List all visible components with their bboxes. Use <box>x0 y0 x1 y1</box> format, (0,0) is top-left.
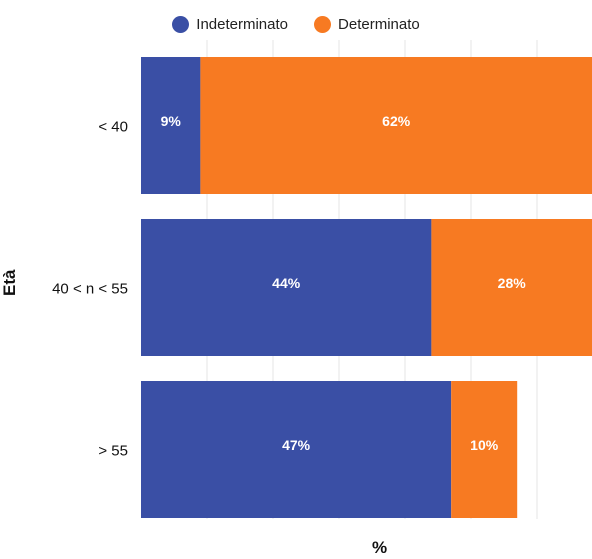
data-label-determinato-0: 62% <box>382 113 411 129</box>
data-label-determinato-2: 10% <box>470 437 499 453</box>
y-axis-title: Età <box>0 269 19 296</box>
category-label-0: < 40 <box>98 118 128 135</box>
x-axis-title: % <box>372 538 388 557</box>
legend-item-indeterminato[interactable]: Indeterminato <box>172 16 288 33</box>
legend-item-determinato[interactable]: Determinato <box>314 16 420 33</box>
category-label-2: > 55 <box>98 442 128 459</box>
bar-determinato-1[interactable] <box>431 219 592 356</box>
bar-indeterminato-1[interactable] <box>141 219 432 356</box>
bar-determinato-2[interactable] <box>451 381 518 518</box>
legend-swatch-indeterminato <box>172 16 190 33</box>
data-label-indeterminato-0: 9% <box>161 113 182 129</box>
bar-determinato-0[interactable] <box>200 57 592 194</box>
legend-label-indeterminato: Indeterminato <box>196 16 289 33</box>
data-label-indeterminato-2: 47% <box>282 437 311 453</box>
bar-indeterminato-0[interactable] <box>141 57 201 194</box>
data-label-determinato-1: 28% <box>498 275 527 291</box>
legend: Indeterminato Determinato <box>0 16 592 33</box>
data-label-indeterminato-1: 44% <box>272 275 301 291</box>
legend-swatch-determinato <box>314 16 332 33</box>
category-label-1: 40 < n < 55 <box>52 280 128 297</box>
bar-indeterminato-2[interactable] <box>141 381 452 518</box>
legend-label-determinato: Determinato <box>338 16 420 33</box>
